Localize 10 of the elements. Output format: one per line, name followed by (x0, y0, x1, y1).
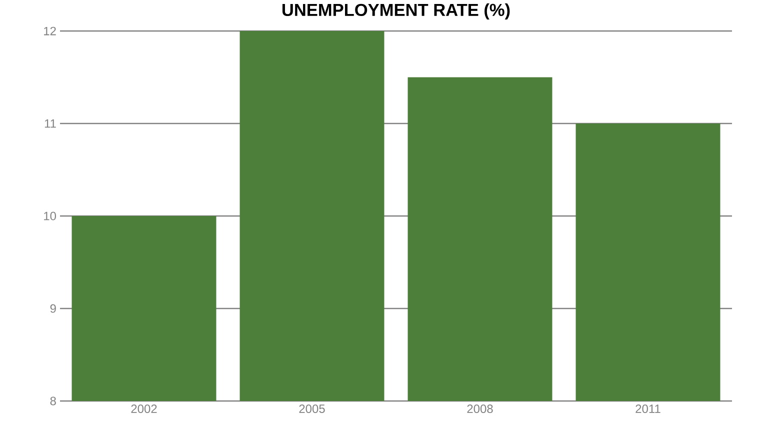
y-tick-label: 9 (50, 304, 56, 313)
y-tick-label: 12 (44, 26, 56, 36)
y-tick-label: 10 (44, 212, 56, 220)
y-tick-label: 8 (50, 396, 56, 406)
x-tick-label: 2005 (299, 404, 325, 414)
x-tick-label: 2011 (636, 404, 660, 414)
x-tick-label: 2008 (467, 404, 493, 414)
y-tick-label: 11 (44, 119, 56, 128)
chart-title: UNEMPLOYMENT RATE (%) (282, 3, 510, 20)
x-tick-label: 2002 (131, 404, 157, 414)
